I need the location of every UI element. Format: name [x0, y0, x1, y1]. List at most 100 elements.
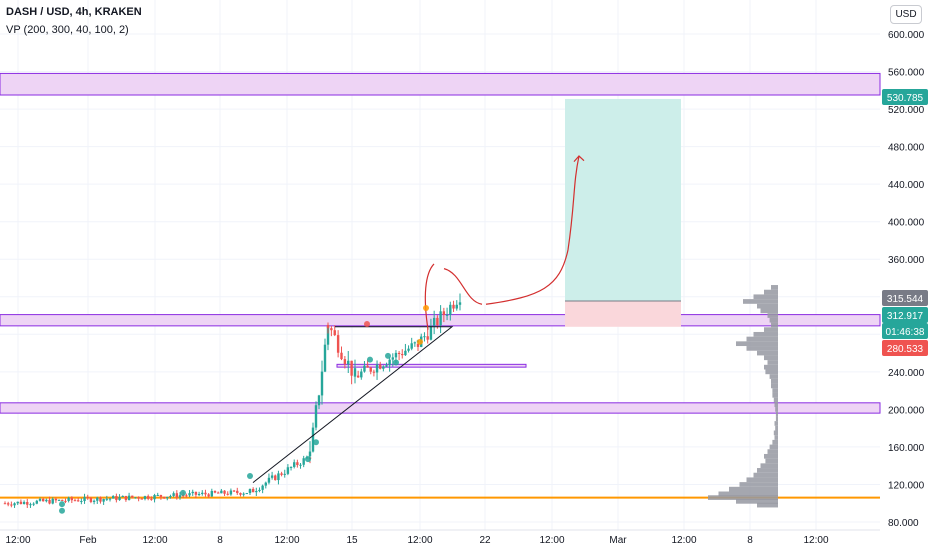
candle-body: [150, 498, 153, 500]
candle-body: [32, 503, 35, 505]
candle-body: [216, 492, 220, 494]
volume-bar: [769, 317, 778, 323]
candle-body: [416, 343, 420, 347]
volume-bar: [767, 360, 778, 365]
signal-dot: [59, 507, 65, 514]
volume-bar: [773, 430, 778, 436]
time-axis: 12:00 Feb 12:00 8 12:00 15 12:00 22 12:00 Mar 12:0…: [0, 529, 880, 546]
candle-body: [445, 314, 449, 316]
candle-body: [274, 475, 277, 481]
candle-body: [323, 344, 327, 372]
candle-body: [185, 495, 188, 497]
volume-bar: [771, 378, 778, 384]
volume-bar: [775, 425, 778, 431]
candle-body: [426, 336, 429, 340]
candle-body: [207, 494, 210, 497]
candle-body: [410, 343, 413, 349]
candle-body: [413, 342, 417, 344]
candle-body: [153, 495, 156, 500]
long-position-tool[interactable]: [565, 98, 681, 327]
price-label-text: 280.533: [887, 344, 924, 355]
candle-body: [61, 499, 64, 501]
volume-bar: [775, 411, 778, 417]
candle-body: [201, 492, 204, 494]
candle-body: [73, 500, 77, 502]
candle-body: [363, 365, 366, 372]
candle-body: [347, 360, 350, 365]
price-tick-label: 520.000: [888, 105, 925, 116]
volume-bar: [772, 439, 778, 445]
price-label-text: 530.785: [887, 93, 924, 104]
candle-body: [320, 371, 324, 396]
candle-body: [372, 371, 376, 373]
price-tick-label: 600.000: [888, 30, 925, 41]
candle-body: [229, 490, 233, 495]
candle-body: [13, 503, 16, 506]
candle-body: [308, 451, 312, 457]
candle-body: [429, 325, 433, 340]
candle-body: [452, 304, 455, 309]
volume-bar: [774, 421, 778, 426]
price-tick-label: 480.000: [888, 143, 925, 154]
price-tick-label: 440.000: [888, 180, 925, 191]
candle-body: [264, 482, 267, 486]
candle-body: [385, 365, 388, 367]
candle-body: [391, 357, 394, 360]
volume-bar: [775, 416, 778, 422]
candle-body: [3, 503, 7, 505]
time-tick-label: 15: [346, 535, 358, 546]
volume-bar: [764, 355, 778, 361]
candle-body: [232, 490, 236, 492]
target-arrow-path: [485, 155, 580, 305]
currency-button[interactable]: USD: [890, 5, 922, 24]
candle-body: [16, 501, 19, 504]
candle-body: [439, 311, 442, 326]
resistance-zone: [336, 363, 527, 368]
candle-body: [350, 360, 353, 376]
candle-body: [226, 493, 229, 495]
candle-body: [220, 490, 223, 494]
volume-bar: [757, 502, 778, 508]
candle-body: [159, 494, 163, 497]
candle-body: [314, 405, 318, 428]
time-tick-label: 22: [479, 535, 491, 546]
candle-body: [213, 490, 217, 493]
volume-bar: [757, 468, 778, 473]
candle-body: [102, 499, 105, 502]
candle-body: [108, 498, 112, 500]
candle-body: [38, 498, 42, 501]
candle-body: [210, 490, 214, 497]
candle-body: [248, 488, 252, 492]
horizontal-zones: [0, 72, 881, 499]
signal-dot: [180, 489, 186, 496]
volume-profile: [708, 285, 778, 508]
candle-body: [407, 348, 410, 351]
indicator-label[interactable]: VP (200, 300, 40, 100, 2): [6, 24, 129, 36]
volume-bar: [769, 374, 778, 379]
candle-body: [140, 498, 144, 500]
chart-drawings: [59, 155, 585, 514]
candle-body: [356, 375, 360, 378]
time-tick-label: 12:00: [407, 535, 432, 546]
candle-body: [286, 467, 290, 474]
candle-body: [261, 485, 264, 490]
arrow-path: [443, 268, 483, 305]
volume-bar: [729, 486, 778, 492]
candle-body: [121, 495, 124, 498]
candle-body: [280, 473, 283, 475]
candle-body: [51, 498, 54, 504]
candle-body: [258, 489, 261, 492]
candle-body: [92, 500, 96, 502]
candle-body: [127, 495, 131, 501]
volume-bar: [765, 369, 778, 375]
volume-bar: [757, 303, 778, 309]
volume-bar: [774, 402, 778, 408]
price-label-tag: [882, 89, 928, 105]
candle-body: [54, 498, 58, 501]
stop-loss-area: [565, 300, 681, 327]
candle-body: [302, 458, 305, 465]
candle-body: [442, 311, 446, 315]
candle-body: [330, 328, 333, 331]
candle-body: [137, 497, 140, 499]
